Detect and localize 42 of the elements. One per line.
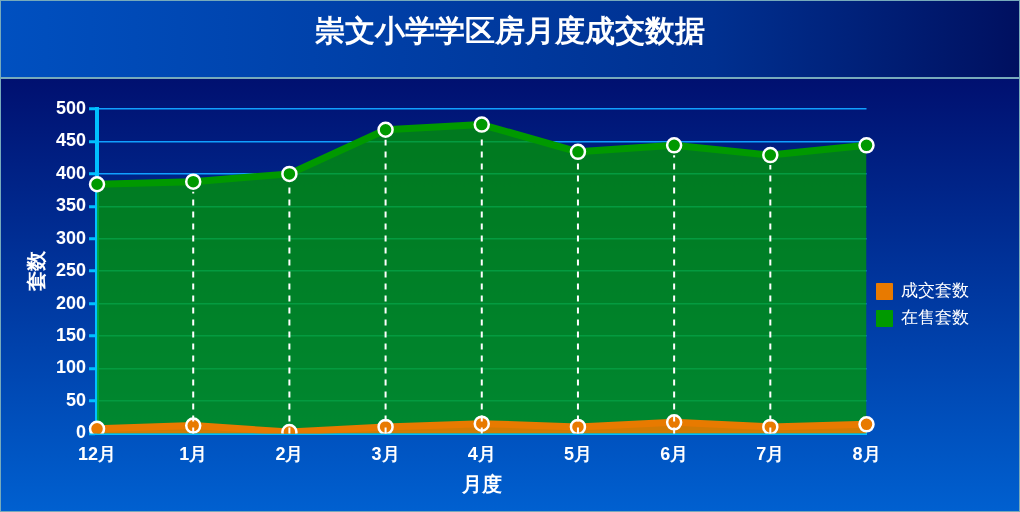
y-tick-label: 250: [55, 260, 87, 281]
point: [858, 416, 875, 433]
x-tick-label: 12月: [78, 444, 117, 465]
y-tick-label: 350: [55, 195, 87, 216]
point: [665, 414, 683, 431]
y-axis-title: 套数: [24, 250, 47, 293]
x-axis-title: 月度: [460, 472, 502, 495]
point: [665, 137, 683, 154]
x-tick-label: 2月: [275, 444, 304, 465]
x-tick-label: 5月: [563, 444, 592, 465]
point: [281, 165, 298, 183]
legend-label: 在售套数: [901, 306, 969, 327]
point: [88, 176, 106, 193]
point: [473, 116, 491, 133]
point: [184, 173, 202, 190]
point: [88, 420, 106, 434]
x-tick-label: 3月: [371, 444, 400, 465]
point: [377, 418, 394, 434]
point: [569, 143, 587, 161]
y-tick-label: 450: [55, 130, 87, 151]
x-tick-label: 1月: [179, 444, 208, 465]
point: [184, 417, 202, 434]
point: [762, 146, 779, 164]
y-tick-label: 300: [55, 227, 87, 248]
point: [377, 121, 394, 139]
x-tick-label: 8月: [852, 444, 881, 465]
point: [858, 137, 875, 154]
y-tick-label: 100: [55, 357, 87, 378]
y-tick-label: 400: [55, 162, 87, 183]
y-tick-label: 150: [55, 325, 87, 346]
y-tick-label: 500: [55, 97, 87, 118]
point: [762, 418, 779, 434]
legend-label: 成交套数: [901, 279, 969, 300]
chart-title: 崇文小学学区房月度成交数据: [314, 12, 706, 50]
point: [569, 418, 587, 434]
y-tick-label: 50: [66, 389, 87, 410]
x-tick-label: 6月: [660, 444, 689, 465]
y-tick-label: 0: [76, 422, 87, 443]
x-tick-label: 7月: [756, 444, 785, 465]
point: [473, 415, 491, 432]
y-tick-label: 200: [55, 292, 87, 313]
x-tick-label: 4月: [467, 444, 496, 465]
